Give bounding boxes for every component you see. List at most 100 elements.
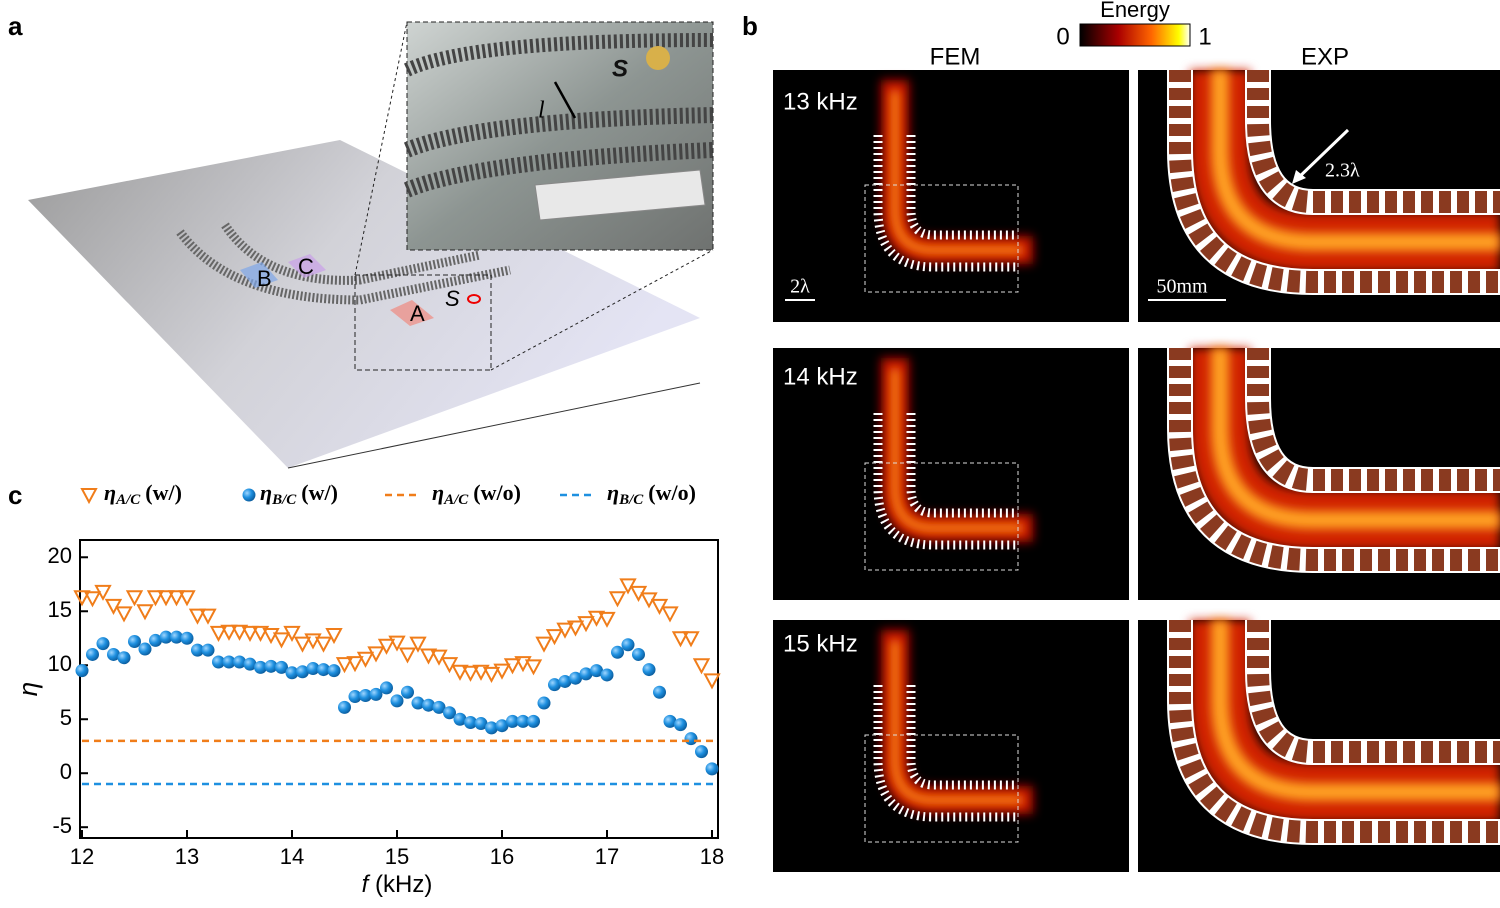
marker: [671, 631, 690, 648]
marker: [619, 578, 637, 595]
y-axis-label: η: [13, 682, 43, 696]
inset-label: l: [538, 98, 545, 124]
colorbar-min: 0: [1056, 23, 1069, 50]
marker: [674, 718, 687, 732]
marker: [411, 696, 425, 710]
marker: [527, 714, 540, 728]
panel-label: a: [8, 11, 23, 41]
row-label: 15 kHz: [783, 630, 858, 657]
marker: [663, 714, 677, 728]
marker: [75, 664, 89, 678]
marker: [388, 635, 406, 652]
marker: [545, 629, 564, 646]
marker: [230, 624, 249, 641]
marker: [453, 712, 467, 726]
marker: [146, 590, 165, 607]
row-label: 13 kHz: [783, 88, 858, 115]
x-tick-label: 13: [175, 844, 199, 869]
marker: [104, 598, 123, 615]
transducer: [646, 46, 670, 70]
x-axis-unit: (kHz): [375, 871, 432, 898]
marker: [272, 632, 291, 649]
legend-qualifier: (w/o): [648, 480, 696, 505]
marker: [178, 590, 196, 607]
marker: [398, 647, 417, 664]
marker: [661, 606, 679, 623]
marker: [524, 659, 543, 676]
legend-entry: ηB/C (w/): [260, 480, 338, 508]
marker: [359, 688, 372, 702]
colorbar-title: Energy: [1100, 0, 1170, 22]
legend-symbol: η: [260, 480, 272, 505]
arrow-head: [1292, 170, 1306, 184]
marker: [304, 633, 322, 650]
marker: [514, 656, 532, 673]
row-label: 14 kHz: [783, 363, 858, 390]
marker: [493, 663, 511, 680]
marker: [233, 655, 246, 669]
source: [467, 294, 481, 304]
marker: [262, 628, 280, 645]
marker: [684, 732, 698, 746]
marker: [422, 698, 435, 712]
marker: [443, 706, 456, 720]
marker: [180, 631, 194, 645]
exp-map: [1138, 348, 1500, 600]
marker: [401, 685, 414, 699]
source-label: S: [445, 286, 460, 311]
colorbar: [1079, 23, 1191, 47]
inset-label: S: [612, 55, 628, 82]
marker: [650, 598, 669, 615]
marker: [209, 625, 228, 642]
marker: [199, 608, 217, 625]
zoom-line: [354, 21, 408, 276]
marker: [516, 714, 530, 728]
marker: [695, 745, 708, 759]
marker: [251, 625, 270, 642]
marker: [115, 606, 133, 623]
region-a: [390, 300, 434, 326]
marker: [482, 666, 501, 683]
legend-subscript: B/C: [618, 492, 644, 508]
marker: [201, 643, 215, 657]
x-axis-symbol: f: [362, 871, 371, 898]
photo-strip: [403, 107, 714, 158]
marker: [335, 657, 354, 674]
marker: [356, 651, 375, 668]
marker: [242, 488, 256, 502]
marker: [254, 660, 267, 674]
marker: [653, 685, 666, 699]
marker: [390, 694, 404, 708]
marker: [136, 604, 154, 621]
region-label: A: [410, 301, 425, 326]
marker: [293, 636, 312, 653]
marker: [440, 657, 459, 674]
marker: [327, 664, 341, 678]
marker: [474, 717, 488, 731]
waveguide: [221, 222, 481, 285]
marker: [96, 637, 110, 651]
marker: [367, 646, 385, 663]
x-tick-label: 17: [595, 844, 619, 869]
legend-qualifier: (w/): [145, 480, 182, 505]
legend-entry: ηB/C (w/o): [607, 480, 696, 508]
marker: [188, 608, 207, 625]
marker: [369, 687, 383, 701]
marker: [73, 590, 91, 607]
marker: [703, 673, 721, 690]
marker: [149, 633, 162, 647]
annotation-arrow: [1294, 128, 1350, 182]
marker: [579, 667, 593, 681]
marker: [167, 590, 186, 607]
marker: [128, 634, 141, 648]
marker: [317, 663, 330, 677]
x-tick-label: 15: [385, 844, 409, 869]
y-tick-label: 5: [60, 705, 72, 730]
marker: [566, 620, 585, 637]
marker: [548, 678, 561, 692]
marker: [611, 645, 624, 659]
y-tick-label: 20: [48, 543, 72, 568]
marker: [577, 616, 595, 633]
